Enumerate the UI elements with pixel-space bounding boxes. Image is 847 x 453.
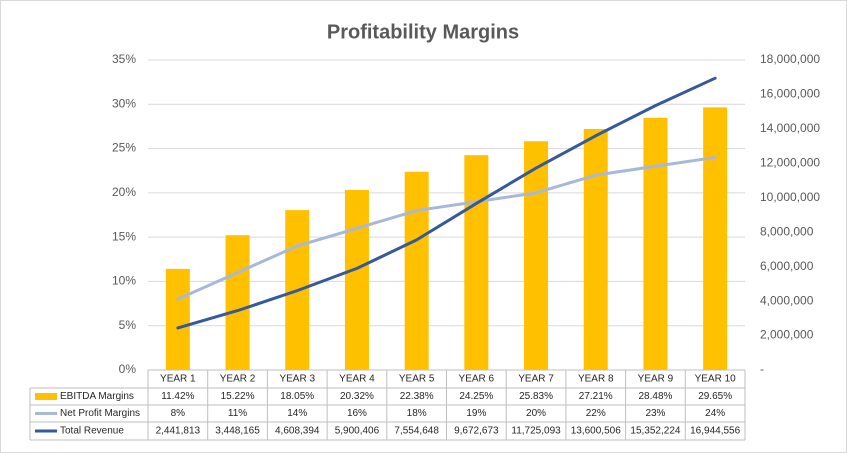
table-value: 15.22% <box>221 391 255 402</box>
bar <box>643 117 668 371</box>
legend-label: Net Profit Margins <box>60 408 140 419</box>
table-value: 20% <box>526 408 546 419</box>
x-tick-label: YEAR 10 <box>695 374 737 385</box>
bar <box>524 141 549 370</box>
x-tick-label: YEAR 3 <box>279 374 315 385</box>
y-tick-label: 25% <box>112 141 136 155</box>
x-tick-label: YEAR 2 <box>220 374 256 385</box>
y-tick-label: 30% <box>112 96 136 110</box>
x-tick-label: YEAR 5 <box>399 374 435 385</box>
table-value: 20.32% <box>340 391 374 402</box>
y-tick-label: 0% <box>119 362 137 376</box>
table-value: 27.21% <box>579 391 613 402</box>
x-tick-label: YEAR 6 <box>459 374 495 385</box>
table-value: 7,554,648 <box>394 426 439 437</box>
bar <box>583 128 608 370</box>
chart-title: Profitability Margins <box>327 21 519 43</box>
x-tick-label: YEAR 8 <box>578 374 614 385</box>
table-value: 14% <box>287 408 307 419</box>
y2-tick-label: 2,000,000 <box>760 328 814 342</box>
x-tick-label: YEAR 1 <box>160 374 196 385</box>
y-tick-label: 20% <box>112 185 136 199</box>
y2-tick-label: 4,000,000 <box>760 293 814 307</box>
bar <box>703 107 728 370</box>
y2-tick-label: 14,000,000 <box>760 121 820 135</box>
table-value: 16,944,556 <box>690 426 740 437</box>
table-value: 25.83% <box>519 391 553 402</box>
bar <box>344 190 369 370</box>
table-value: 4,608,394 <box>275 426 320 437</box>
x-tick-label: YEAR 9 <box>638 374 674 385</box>
y2-tick-label: 16,000,000 <box>760 87 820 101</box>
legend-label: EBITDA Margins <box>60 391 134 402</box>
y2-tick-label: 6,000,000 <box>760 259 814 273</box>
table-value: 2,441,813 <box>156 426 201 437</box>
table-value: 8% <box>171 408 186 419</box>
table-value: 22% <box>586 408 606 419</box>
y-tick-label: 5% <box>119 318 137 332</box>
y2-tick-label: 8,000,000 <box>760 224 814 238</box>
legend-label: Total Revenue <box>60 426 124 437</box>
table-value: 18.05% <box>280 391 314 402</box>
table-value: 28.48% <box>638 391 672 402</box>
table-value: 11.42% <box>161 391 194 402</box>
line <box>176 155 717 301</box>
table-value: 11,725,093 <box>511 426 561 437</box>
y2-tick-label: 18,000,000 <box>760 52 820 66</box>
y-tick-label: 35% <box>112 52 136 66</box>
table-value: 24.25% <box>459 391 493 402</box>
table-value: 24% <box>705 408 725 419</box>
table-value: 23% <box>645 408 665 419</box>
table-value: 22.38% <box>400 391 434 402</box>
bar <box>225 235 250 370</box>
x-tick-label: YEAR 4 <box>339 374 375 385</box>
table-value: 16% <box>347 408 367 419</box>
bar <box>404 171 429 370</box>
table-value: 11% <box>228 408 247 419</box>
table-value: 3,448,165 <box>215 426 260 437</box>
table-value: 9,672,673 <box>454 426 499 437</box>
table-value: 5,900,406 <box>335 426 380 437</box>
y-tick-label: 15% <box>112 229 136 243</box>
table-value: 13,600,506 <box>571 426 621 437</box>
y-tick-label: 10% <box>112 274 136 288</box>
y2-tick-label: - <box>760 362 764 376</box>
x-tick-label: YEAR 7 <box>518 374 554 385</box>
y2-tick-label: 10,000,000 <box>760 190 820 204</box>
table-value: 29.65% <box>698 391 732 402</box>
bar <box>464 155 489 370</box>
bar <box>165 268 190 370</box>
legend-key <box>35 393 57 400</box>
table-value: 15,352,224 <box>630 426 680 437</box>
table-value: 18% <box>407 408 427 419</box>
line <box>176 76 717 330</box>
table-value: 19% <box>466 408 486 419</box>
y2-tick-label: 12,000,000 <box>760 156 820 170</box>
